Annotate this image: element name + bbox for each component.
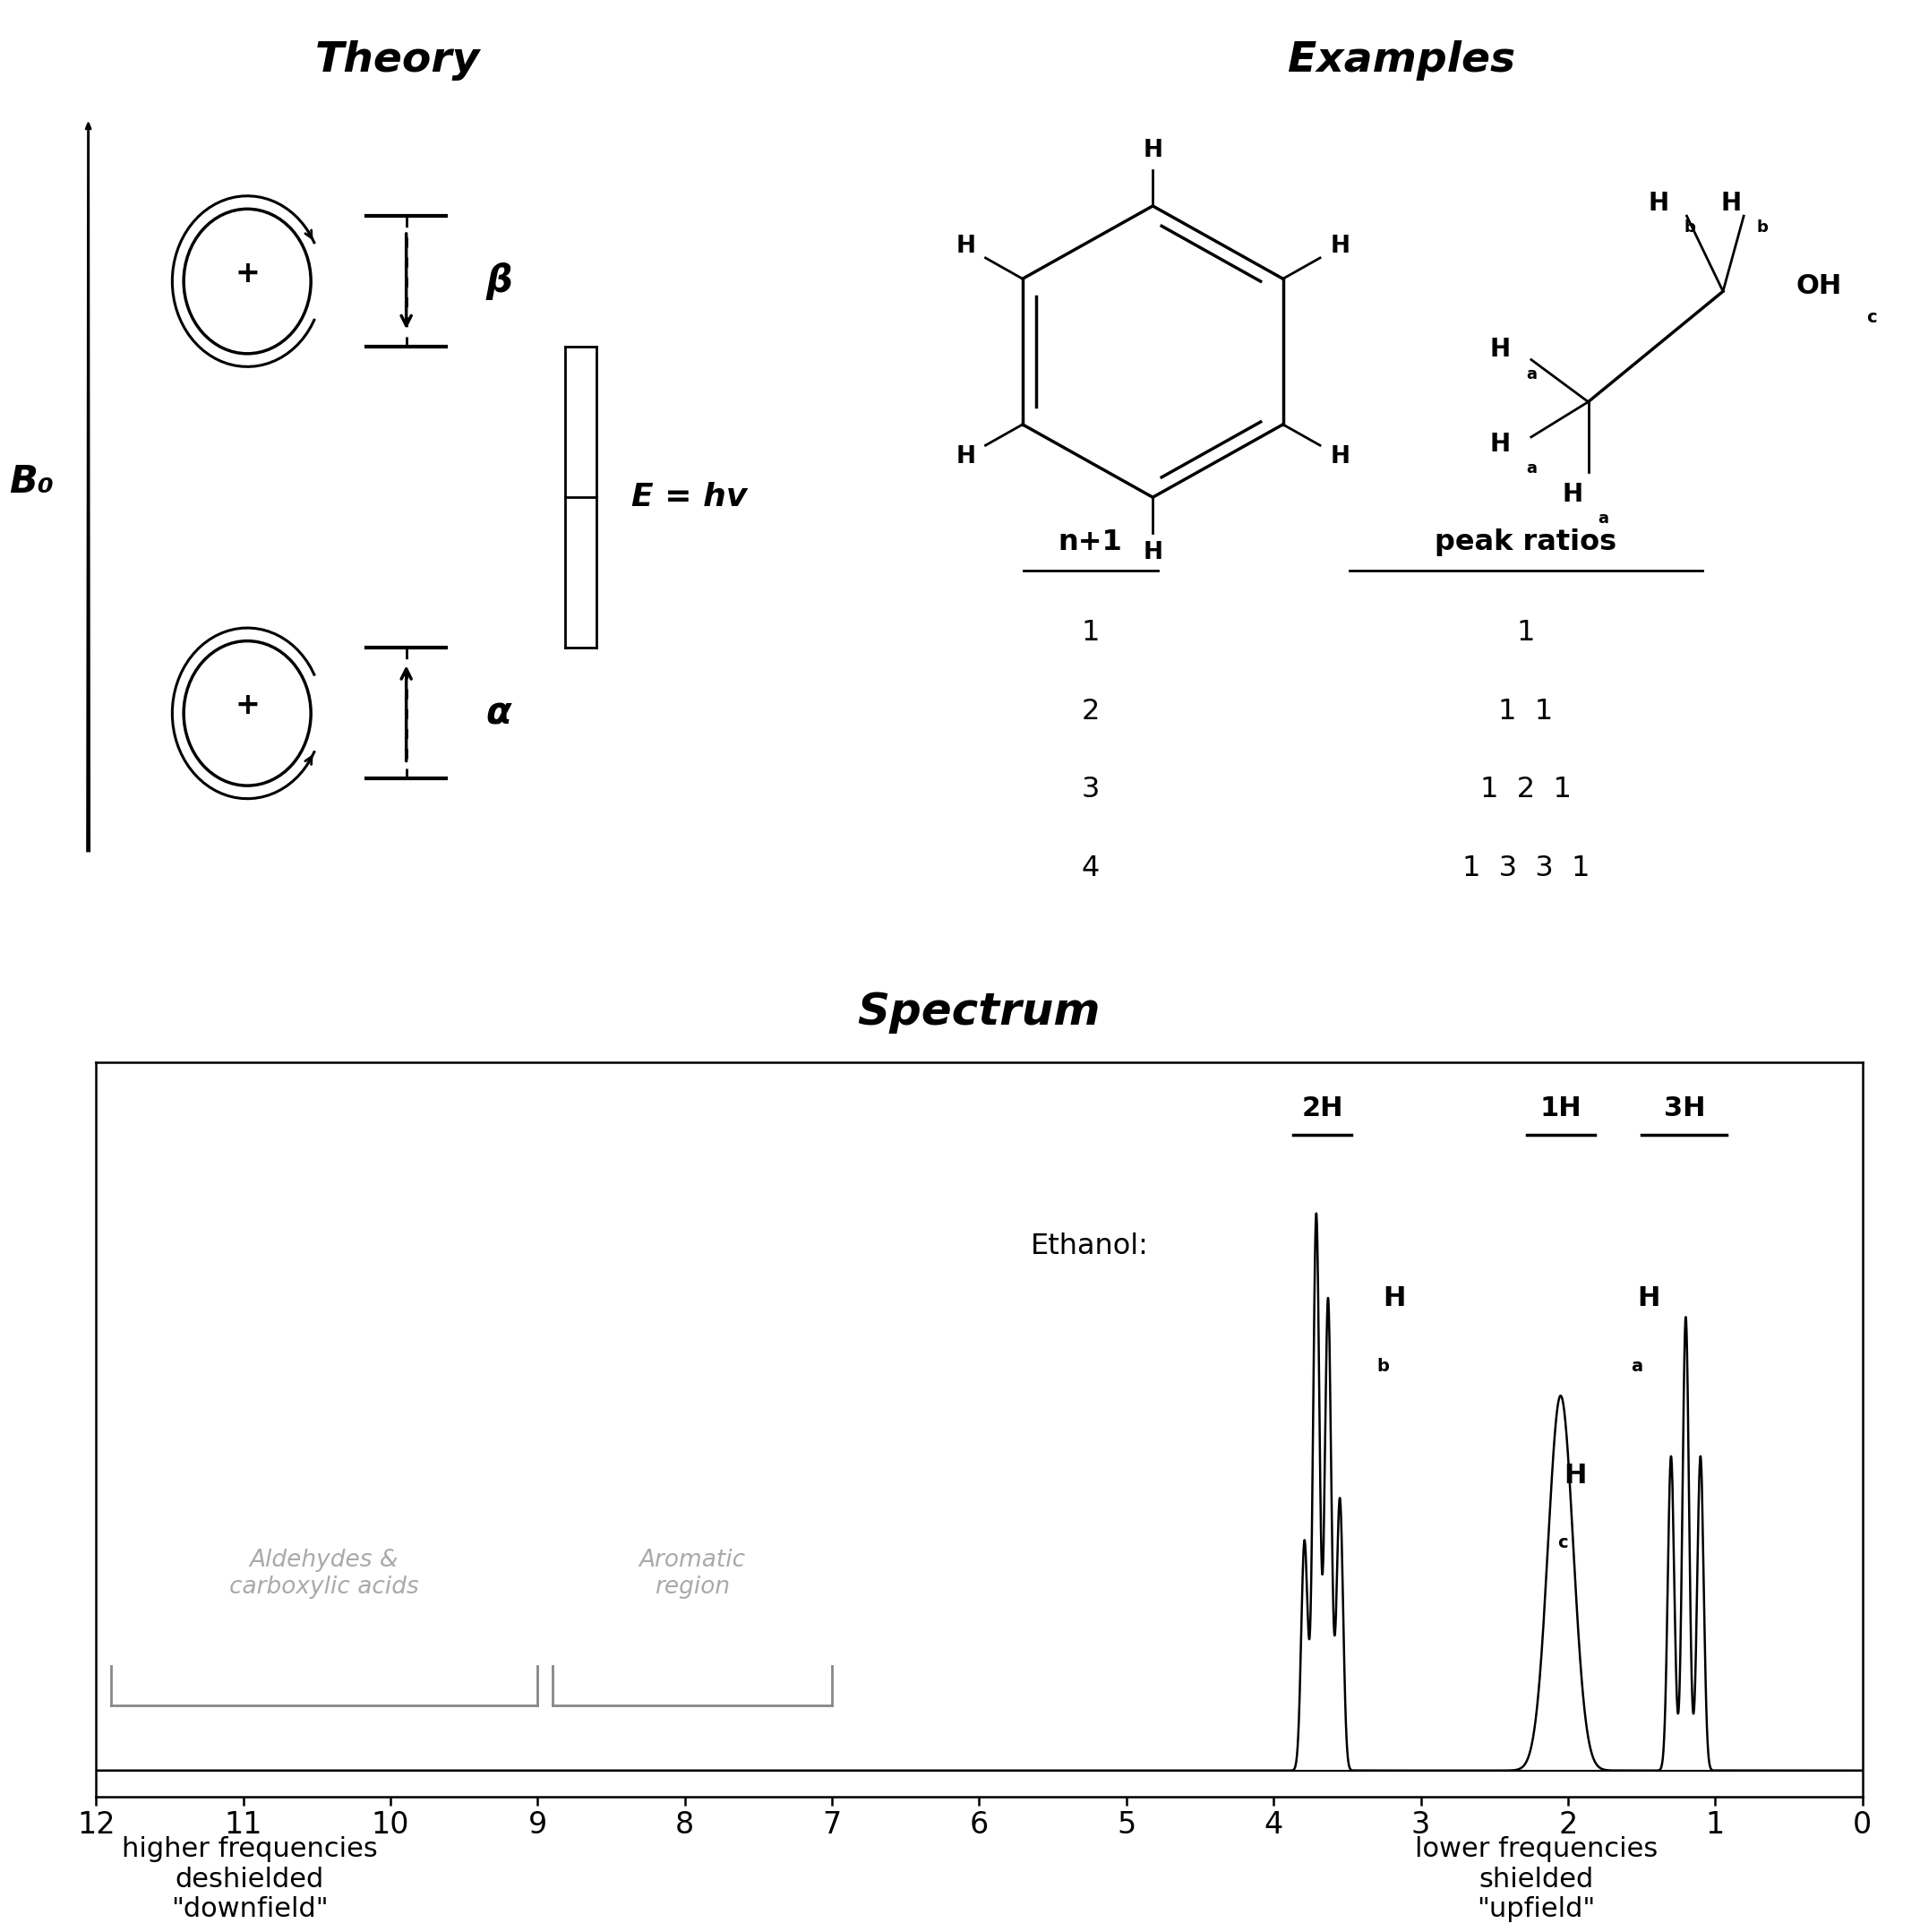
Text: H: H bbox=[1142, 541, 1164, 564]
Text: b: b bbox=[1757, 218, 1768, 236]
Text: c: c bbox=[1557, 1534, 1569, 1551]
Text: H: H bbox=[1382, 1285, 1405, 1312]
Text: H: H bbox=[1490, 431, 1511, 456]
Text: β: β bbox=[486, 263, 513, 299]
Text: a: a bbox=[1632, 1358, 1644, 1374]
Text: H: H bbox=[1638, 1285, 1661, 1312]
Text: 1: 1 bbox=[1517, 618, 1536, 647]
Text: Theory: Theory bbox=[315, 41, 480, 81]
Text: a: a bbox=[1526, 367, 1536, 383]
Text: α: α bbox=[486, 694, 511, 732]
Text: +: + bbox=[234, 259, 259, 288]
Text: lower frequencies
shielded
"upfield": lower frequencies shielded "upfield" bbox=[1415, 1835, 1657, 1922]
Text: H: H bbox=[1142, 139, 1164, 162]
Text: Ethanol:: Ethanol: bbox=[1031, 1233, 1148, 1260]
Text: 3H: 3H bbox=[1663, 1095, 1705, 1122]
Text: 1  3  3  1: 1 3 3 1 bbox=[1463, 854, 1590, 881]
Text: Aldehydes &
carboxylic acids: Aldehydes & carboxylic acids bbox=[228, 1549, 419, 1600]
Text: +: + bbox=[234, 690, 259, 721]
Text: B₀: B₀ bbox=[10, 464, 54, 500]
Text: a: a bbox=[1597, 510, 1609, 527]
Text: n+1: n+1 bbox=[1058, 529, 1123, 556]
Text: H: H bbox=[956, 444, 975, 468]
Text: 1  2  1: 1 2 1 bbox=[1480, 777, 1572, 804]
Text: H: H bbox=[1649, 191, 1668, 216]
Text: H: H bbox=[1331, 236, 1350, 259]
Text: b: b bbox=[1684, 218, 1695, 236]
Text: higher frequencies
deshielded
"downfield": higher frequencies deshielded "downfield… bbox=[121, 1835, 378, 1922]
Text: 2H: 2H bbox=[1302, 1095, 1342, 1122]
Text: 1H: 1H bbox=[1540, 1095, 1582, 1122]
Text: 1: 1 bbox=[1081, 618, 1100, 647]
Text: Aromatic
region: Aromatic region bbox=[639, 1549, 745, 1600]
Text: H: H bbox=[1563, 481, 1582, 506]
Text: Examples: Examples bbox=[1288, 41, 1515, 81]
Text: c: c bbox=[1866, 309, 1876, 327]
Text: OH: OH bbox=[1795, 272, 1841, 299]
Text: H: H bbox=[1490, 336, 1511, 361]
Text: Spectrum: Spectrum bbox=[858, 991, 1100, 1034]
Text: a: a bbox=[1526, 460, 1536, 477]
Text: b: b bbox=[1377, 1358, 1388, 1374]
Text: H: H bbox=[1720, 191, 1741, 216]
Text: peak ratios: peak ratios bbox=[1434, 529, 1617, 556]
Text: E = hv: E = hv bbox=[632, 483, 747, 512]
Text: 4: 4 bbox=[1081, 854, 1100, 881]
Text: H: H bbox=[1565, 1463, 1586, 1490]
Text: 1  1: 1 1 bbox=[1500, 697, 1553, 724]
Text: 3: 3 bbox=[1081, 777, 1100, 804]
Text: H: H bbox=[956, 236, 975, 259]
Text: H: H bbox=[1331, 444, 1350, 468]
Text: 2: 2 bbox=[1081, 697, 1100, 724]
